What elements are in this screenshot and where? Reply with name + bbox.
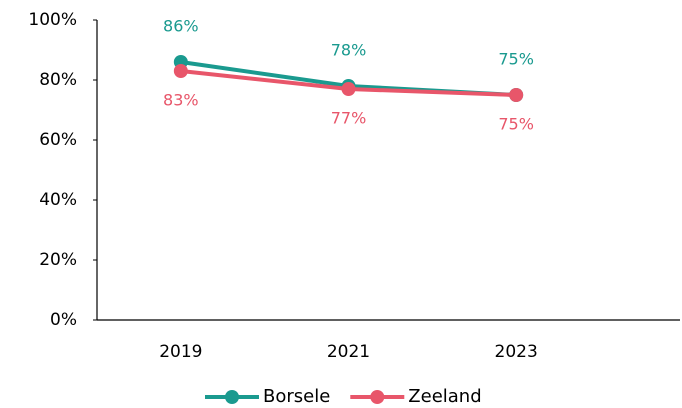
data-label: 86% bbox=[163, 17, 199, 36]
point bbox=[509, 88, 524, 102]
data-label: 75% bbox=[498, 50, 534, 69]
legend-marker bbox=[370, 390, 385, 404]
y-tick-label: 20% bbox=[39, 250, 77, 270]
data-label: 75% bbox=[498, 115, 534, 134]
legend-marker bbox=[225, 390, 239, 404]
y-tick-label: 80% bbox=[39, 70, 77, 90]
data-label: 77% bbox=[331, 109, 367, 128]
data-label: 83% bbox=[163, 91, 199, 110]
x-tick-label: 2023 bbox=[495, 342, 538, 362]
point bbox=[173, 64, 188, 78]
data-label: 78% bbox=[331, 41, 367, 60]
legend-label: Zeeland bbox=[408, 386, 481, 407]
y-tick-label: 100% bbox=[28, 10, 77, 30]
x-tick-label: 2019 bbox=[159, 342, 202, 362]
y-tick-label: 0% bbox=[50, 310, 77, 330]
point bbox=[341, 82, 356, 96]
legend-label: Borsele bbox=[263, 386, 330, 407]
x-tick-label: 2021 bbox=[327, 342, 370, 362]
y-tick-label: 40% bbox=[39, 190, 77, 210]
y-tick-label: 60% bbox=[39, 130, 77, 150]
